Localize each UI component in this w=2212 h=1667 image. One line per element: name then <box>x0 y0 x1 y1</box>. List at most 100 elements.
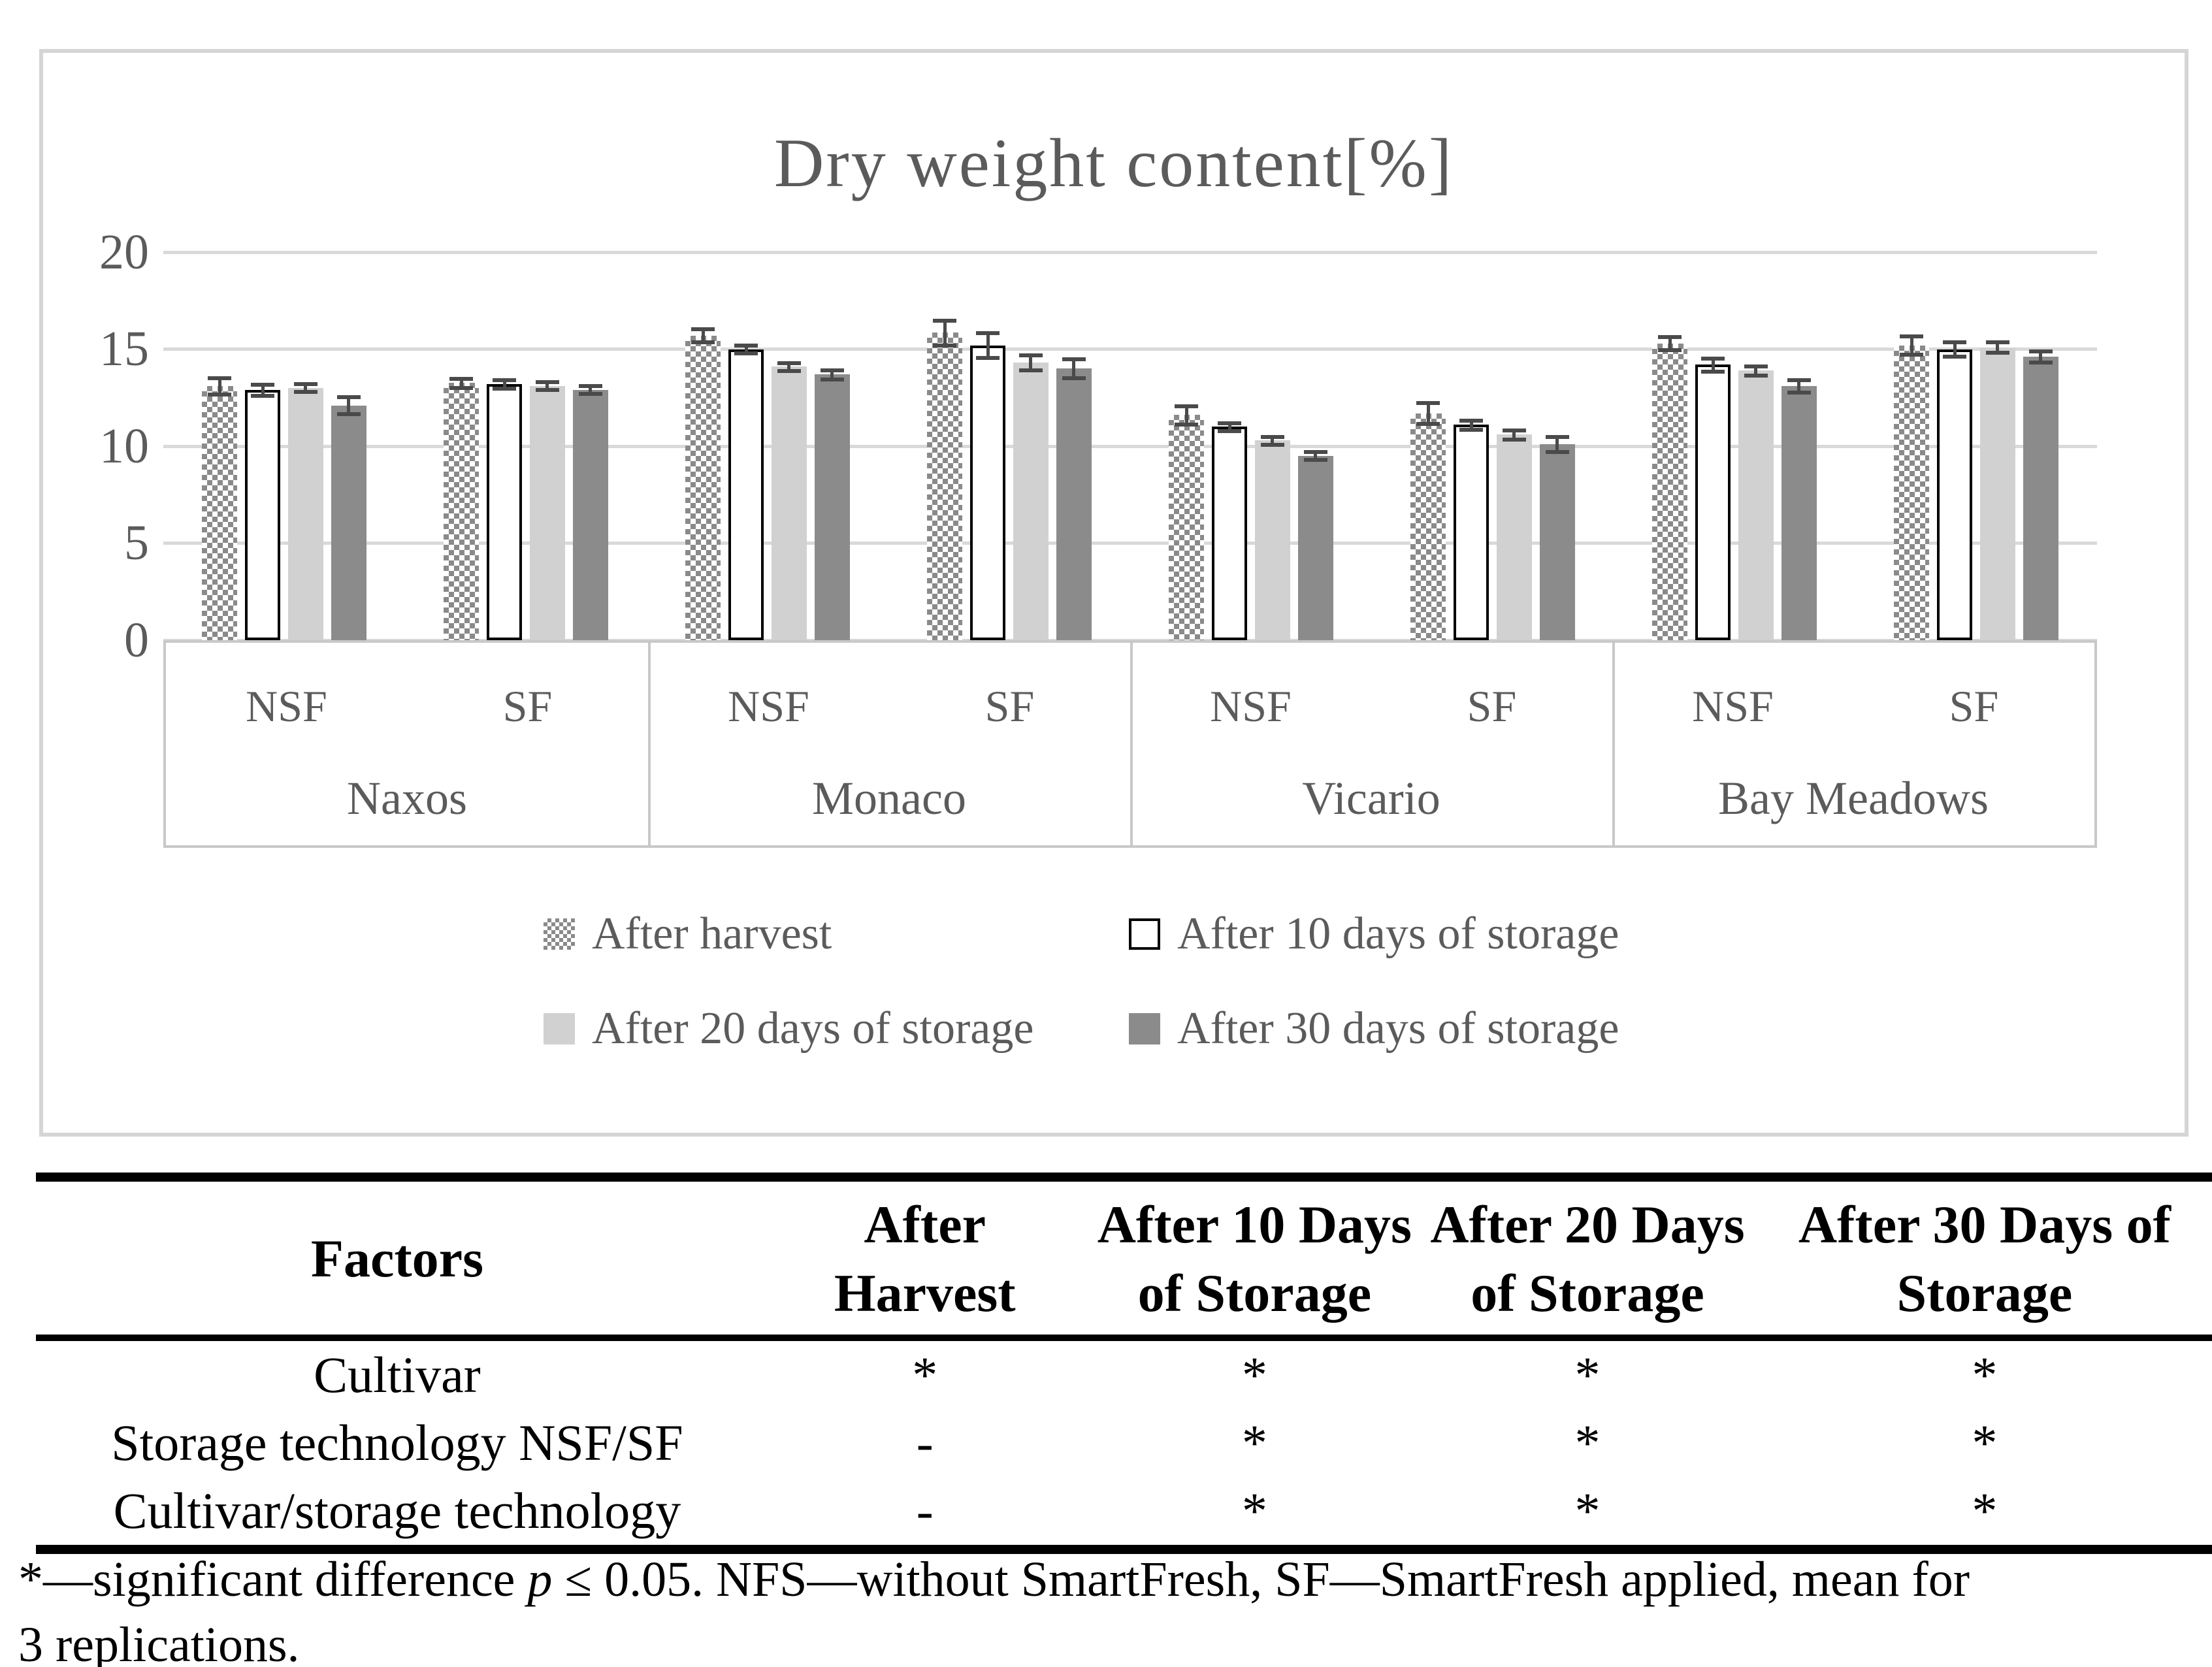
error-bar-cap <box>1175 423 1199 427</box>
error-bar-cap <box>449 385 474 390</box>
error-bar-vicario-nsf-after-10-days-of-storage <box>1228 424 1231 429</box>
error-bar-cap <box>251 393 274 398</box>
error-bar-vicario-sf-after-harvest <box>1426 404 1430 422</box>
error-bar-cap <box>535 388 559 393</box>
error-bar-naxos-sf-after-harvest <box>459 380 463 386</box>
y-tick-5: 5 <box>124 515 149 570</box>
cell-value: * <box>1241 1346 1267 1403</box>
error-bar-cap <box>449 377 474 381</box>
error-bar-cap <box>535 380 559 385</box>
error-bar-monaco-nsf-after-10-days-of-storage <box>744 346 748 352</box>
error-bar-monaco-nsf-after-harvest <box>701 331 705 341</box>
gridline-5 <box>163 542 2097 545</box>
cell-value: - <box>916 1414 934 1471</box>
error-bar-bay-meadows-nsf-after-20-days-of-storage <box>1754 367 1758 374</box>
bar-vicario-nsf-after-30-days-of-storage <box>1297 455 1333 640</box>
error-bar-monaco-nsf-after-30-days-of-storage <box>830 371 834 378</box>
legend-label: After harvest <box>592 909 832 959</box>
error-bar-naxos-nsf-after-30-days-of-storage <box>347 398 351 413</box>
error-bar-cap <box>1744 373 1768 378</box>
bar-naxos-sf-after-20-days-of-storage <box>529 385 565 640</box>
table-row-storage-technology: Storage technology NSF/SF - * * * <box>36 1409 2212 1477</box>
header-after-harvest: After Harvest <box>758 1177 1092 1341</box>
error-bar-bay-meadows-nsf-after-harvest <box>1668 338 1672 348</box>
white-swatch-icon <box>1129 918 1160 950</box>
cell-value: * <box>1574 1414 1601 1471</box>
category-axis: NSF SF NSF SF NSF SF NSF SF Naxos Monaco… <box>163 640 2097 848</box>
bar-naxos-nsf-after-30-days-of-storage <box>331 405 366 640</box>
group-label-bay-meadows: Bay Meadows <box>1718 772 1989 824</box>
footnote-text: *—significant difference <box>18 1552 528 1607</box>
cell-value: * <box>912 1346 938 1403</box>
gridline-20 <box>163 251 2097 254</box>
footnote-text: ≤ 0.05. NFS—without SmartFresh, SF—Smart… <box>552 1552 1970 1607</box>
gridline-10 <box>163 445 2097 448</box>
error-bar-cap <box>1545 449 1569 454</box>
chart-figure: Dry weight content[%] 20 15 10 5 0 NSF S… <box>39 49 2188 1137</box>
cell-value: * <box>1972 1414 1998 1471</box>
error-bar-vicario-nsf-after-30-days-of-storage <box>1314 453 1318 459</box>
legend-label: After 20 days of storage <box>592 1003 1034 1054</box>
error-bar-cap <box>1943 355 1966 359</box>
error-bar-cap <box>1545 435 1569 440</box>
bar-bay-meadows-sf-after-10-days-of-storage <box>1937 349 1972 640</box>
group-separator <box>648 643 651 845</box>
error-bar-cap <box>2028 361 2053 365</box>
table-row-cultivar-storage: Cultivar/storage technology - * * * <box>36 1477 2212 1549</box>
error-bar-cap <box>336 395 361 400</box>
error-bar-cap <box>1303 458 1327 462</box>
error-bar-cap <box>1062 357 1086 362</box>
legend-row-2: After 20 days of storage After 30 days o… <box>43 1003 2185 1063</box>
error-bar-naxos-sf-after-30-days-of-storage <box>589 387 593 393</box>
error-bar-cap <box>293 390 317 395</box>
error-bar-cap <box>1744 364 1768 368</box>
footnote-p-symbol: p <box>527 1552 553 1607</box>
subgroup-label-monaco-sf: SF <box>984 681 1035 731</box>
bar-monaco-sf-after-10-days-of-storage <box>970 345 1005 640</box>
error-bar-cap <box>1701 356 1725 361</box>
darkgray-swatch-icon <box>1129 1013 1160 1044</box>
error-bar-cap <box>1658 335 1682 340</box>
error-bar-cap <box>1218 421 1241 425</box>
error-bar-cap <box>1018 368 1043 373</box>
error-bar-cap <box>1943 340 1966 344</box>
bar-bay-meadows-nsf-after-harvest <box>1652 343 1688 640</box>
error-bar-cap <box>293 382 317 387</box>
error-bar-cap <box>1787 378 1811 382</box>
bar-bay-meadows-nsf-after-10-days-of-storage <box>1695 364 1731 640</box>
error-bar-monaco-nsf-after-20-days-of-storage <box>787 364 791 369</box>
cell-value: * <box>1972 1481 1998 1539</box>
bar-vicario-nsf-after-harvest <box>1169 415 1205 640</box>
group-label-naxos: Naxos <box>347 772 467 824</box>
error-bar-naxos-nsf-after-10-days-of-storage <box>261 385 265 394</box>
bar-naxos-nsf-after-10-days-of-storage <box>245 389 280 640</box>
header-after-10-days: After 10 Days of Storage <box>1091 1177 1418 1341</box>
row-label: Cultivar/storage technology <box>113 1481 681 1539</box>
error-bar-monaco-sf-after-30-days-of-storage <box>1072 361 1076 377</box>
footnote-text: 3 replications. <box>18 1617 300 1667</box>
cell-value: * <box>1241 1414 1267 1471</box>
error-bar-bay-meadows-sf-after-30-days-of-storage <box>2039 353 2043 361</box>
error-bar-cap <box>336 412 361 417</box>
bar-vicario-sf-after-20-days-of-storage <box>1496 434 1532 640</box>
y-tick-20: 20 <box>99 225 149 280</box>
bar-bay-meadows-nsf-after-30-days-of-storage <box>1781 385 1817 640</box>
error-bar-monaco-sf-after-20-days-of-storage <box>1029 357 1033 369</box>
error-bar-cap <box>691 327 715 332</box>
significance-table: Factors After Harvest After 10 Days of Sto… <box>36 1173 2212 1554</box>
y-tick-10: 10 <box>99 419 149 474</box>
group-separator <box>1130 643 1133 845</box>
error-bar-bay-meadows-sf-after-10-days-of-storage <box>1953 343 1957 355</box>
error-bar-bay-meadows-nsf-after-30-days-of-storage <box>1797 381 1801 391</box>
error-bar-cap <box>734 343 758 348</box>
error-bar-naxos-nsf-after-20-days-of-storage <box>304 385 308 391</box>
error-bar-cap <box>1260 434 1284 439</box>
header-after-30-days: After 30 Days of Storage <box>1757 1177 2212 1341</box>
error-bar-naxos-sf-after-20-days-of-storage <box>545 383 549 389</box>
error-bar-vicario-sf-after-10-days-of-storage <box>1469 421 1473 428</box>
error-bar-naxos-nsf-after-harvest <box>218 379 221 393</box>
cell-value: * <box>1574 1481 1601 1539</box>
bar-naxos-sf-after-10-days-of-storage <box>487 383 522 640</box>
subgroup-label-naxos-nsf: NSF <box>246 681 327 731</box>
table-header-row: Factors After Harvest After 10 Days of Sto… <box>36 1177 2212 1341</box>
